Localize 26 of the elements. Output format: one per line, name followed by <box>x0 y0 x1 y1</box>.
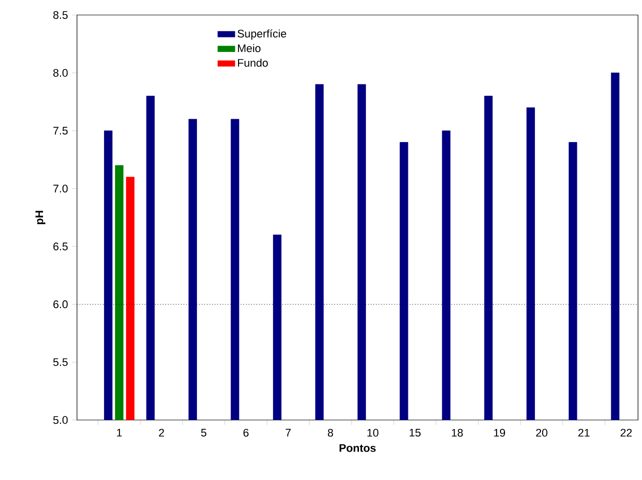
x-tick-label: 21 <box>578 428 590 437</box>
y-tick-label: 5.0 <box>53 416 68 424</box>
y-tick-label: 8.5 <box>53 11 68 19</box>
x-tick-label: 2 <box>158 428 164 437</box>
x-tick-label: 10 <box>367 428 378 437</box>
x-tick-label: 8 <box>328 428 334 437</box>
y-tick-label: 7.0 <box>53 184 68 192</box>
x-tick-label: 1 <box>117 428 122 436</box>
y-tick-label: 6.0 <box>53 300 68 308</box>
x-axis-title: Pontos <box>340 444 376 452</box>
legend-label: Meio <box>238 44 260 52</box>
legend-label: Superfície <box>238 29 286 40</box>
y-tick-label: 7.5 <box>53 126 68 135</box>
y-tick-label: 5.5 <box>53 358 68 366</box>
y-tick-label: 8.0 <box>53 68 68 77</box>
x-tick-label: 7 <box>286 428 291 436</box>
legend-label: Fundo <box>238 58 268 67</box>
x-tick-label: 22 <box>620 428 632 437</box>
x-tick-label: 19 <box>494 428 506 437</box>
y-axis-title: pH <box>35 210 46 224</box>
x-tick-label: 6 <box>243 428 249 437</box>
x-tick-label: 15 <box>410 428 421 437</box>
x-tick-label: 20 <box>536 428 548 437</box>
x-tick-label: 18 <box>452 428 463 437</box>
x-tick-label: 5 <box>201 428 206 437</box>
y-tick-label: 6.5 <box>53 242 68 250</box>
